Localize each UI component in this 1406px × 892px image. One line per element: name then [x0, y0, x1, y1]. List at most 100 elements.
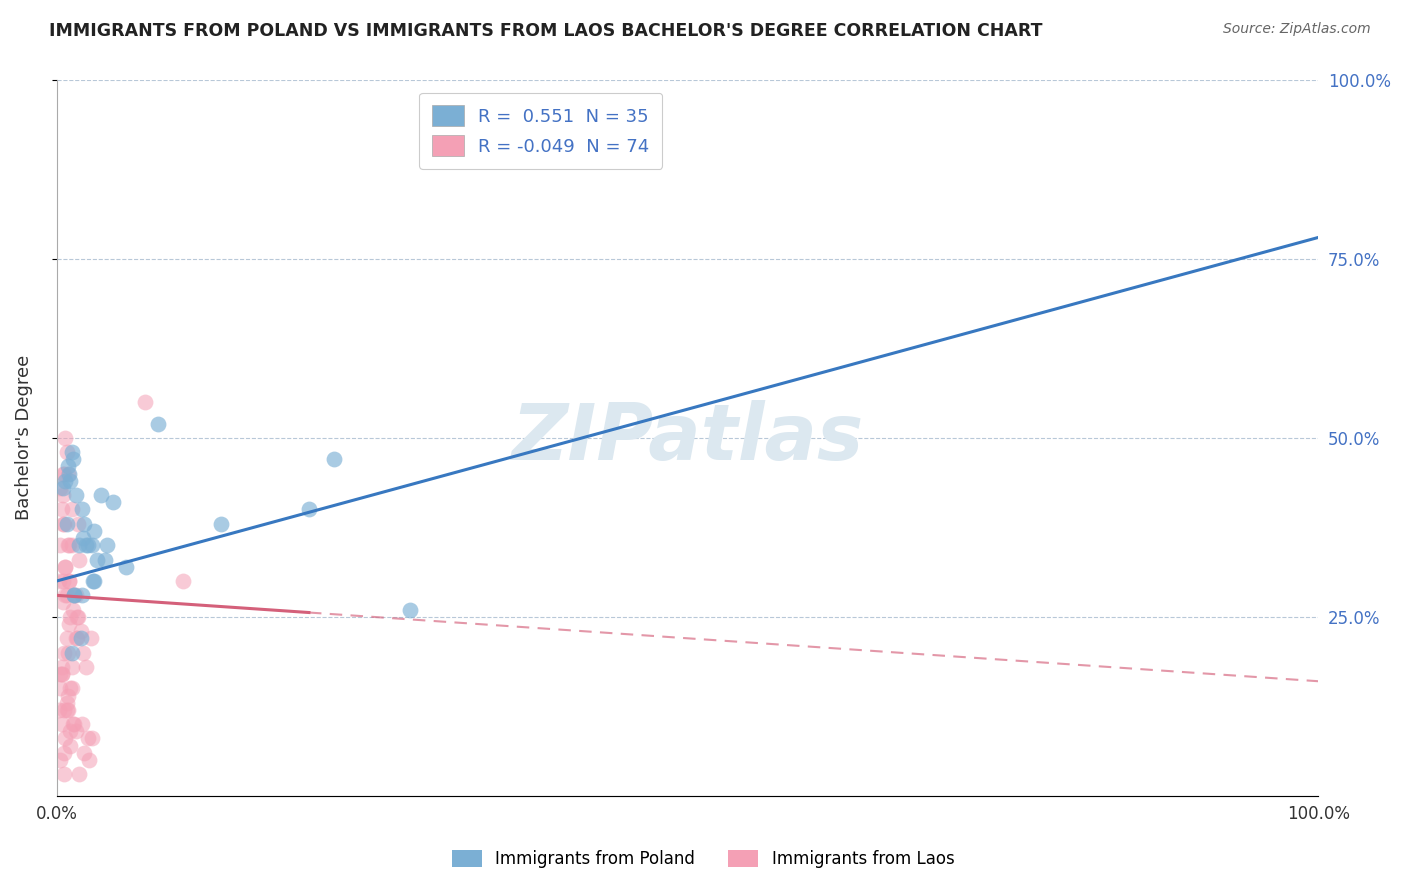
Point	[60, 681, 83, 696]
Point	[65, 588, 87, 602]
Point	[58, 574, 80, 588]
Point	[70, 502, 93, 516]
Point	[79, 753, 101, 767]
Point	[49, 753, 72, 767]
Point	[52, 481, 75, 495]
Point	[51, 667, 73, 681]
Point	[56, 703, 79, 717]
Point	[72, 646, 94, 660]
Point	[60, 538, 83, 552]
Point	[96, 538, 118, 552]
Point	[67, 516, 90, 531]
Point	[62, 602, 84, 616]
Point	[209, 516, 232, 531]
Point	[55, 703, 77, 717]
Point	[67, 767, 90, 781]
Point	[51, 667, 73, 681]
Point	[66, 609, 89, 624]
Point	[48, 574, 70, 588]
Point	[62, 717, 84, 731]
Point	[56, 538, 79, 552]
Point	[55, 559, 77, 574]
Point	[56, 459, 79, 474]
Point	[67, 538, 90, 552]
Point	[55, 431, 77, 445]
Y-axis label: Bachelor's Degree: Bachelor's Degree	[15, 355, 32, 521]
Point	[56, 646, 79, 660]
Point	[75, 538, 97, 552]
Point	[52, 516, 75, 531]
Text: IMMIGRANTS FROM POLAND VS IMMIGRANTS FROM LAOS BACHELOR'S DEGREE CORRELATION CHA: IMMIGRANTS FROM POLAND VS IMMIGRANTS FRO…	[49, 22, 1043, 40]
Point	[62, 452, 84, 467]
Point	[72, 531, 94, 545]
Point	[70, 717, 93, 731]
Point	[77, 731, 100, 746]
Point	[59, 739, 82, 753]
Point	[51, 717, 73, 731]
Point	[52, 488, 75, 502]
Point	[67, 609, 90, 624]
Text: ZIPatlas: ZIPatlas	[512, 400, 863, 475]
Point	[83, 524, 105, 538]
Point	[55, 588, 77, 602]
Point	[63, 588, 86, 602]
Point	[77, 538, 100, 552]
Point	[55, 474, 77, 488]
Point	[60, 660, 83, 674]
Point	[80, 731, 103, 746]
Point	[93, 552, 115, 566]
Point	[67, 552, 90, 566]
Point	[73, 516, 96, 531]
Point	[53, 746, 76, 760]
Point	[55, 731, 77, 746]
Point	[55, 445, 77, 459]
Point	[60, 445, 83, 459]
Point	[103, 495, 125, 509]
Point	[53, 467, 76, 481]
Point	[49, 667, 72, 681]
Legend: R =  0.551  N = 35, R = -0.049  N = 74: R = 0.551 N = 35, R = -0.049 N = 74	[419, 93, 662, 169]
Point	[69, 632, 91, 646]
Point	[55, 516, 77, 531]
Point	[65, 488, 87, 502]
Point	[52, 595, 75, 609]
Point	[56, 467, 79, 481]
Point	[49, 481, 72, 495]
Point	[63, 588, 86, 602]
Point	[48, 703, 70, 717]
Point	[90, 488, 112, 502]
Point	[49, 538, 72, 552]
Point	[58, 467, 80, 481]
Point	[69, 624, 91, 639]
Point	[65, 632, 87, 646]
Point	[83, 574, 105, 588]
Point	[63, 588, 86, 602]
Point	[75, 660, 97, 674]
Point	[63, 717, 86, 731]
Text: Source: ZipAtlas.com: Source: ZipAtlas.com	[1223, 22, 1371, 37]
Point	[82, 574, 104, 588]
Point	[53, 646, 76, 660]
Point	[52, 574, 75, 588]
Point	[66, 632, 89, 646]
Point	[53, 516, 76, 531]
Point	[65, 724, 87, 739]
Point	[70, 588, 93, 602]
Point	[59, 474, 82, 488]
Point	[49, 681, 72, 696]
Point	[399, 602, 422, 616]
Point	[59, 681, 82, 696]
Point	[60, 502, 83, 516]
Point	[58, 617, 80, 632]
Legend: Immigrants from Poland, Immigrants from Laos: Immigrants from Poland, Immigrants from …	[446, 843, 960, 875]
Point	[51, 502, 73, 516]
Point	[323, 452, 346, 467]
Point	[172, 574, 194, 588]
Point	[60, 646, 83, 660]
Point	[58, 574, 80, 588]
Point	[55, 632, 77, 646]
Point	[53, 767, 76, 781]
Point	[59, 724, 82, 739]
Point	[80, 538, 103, 552]
Point	[86, 552, 108, 566]
